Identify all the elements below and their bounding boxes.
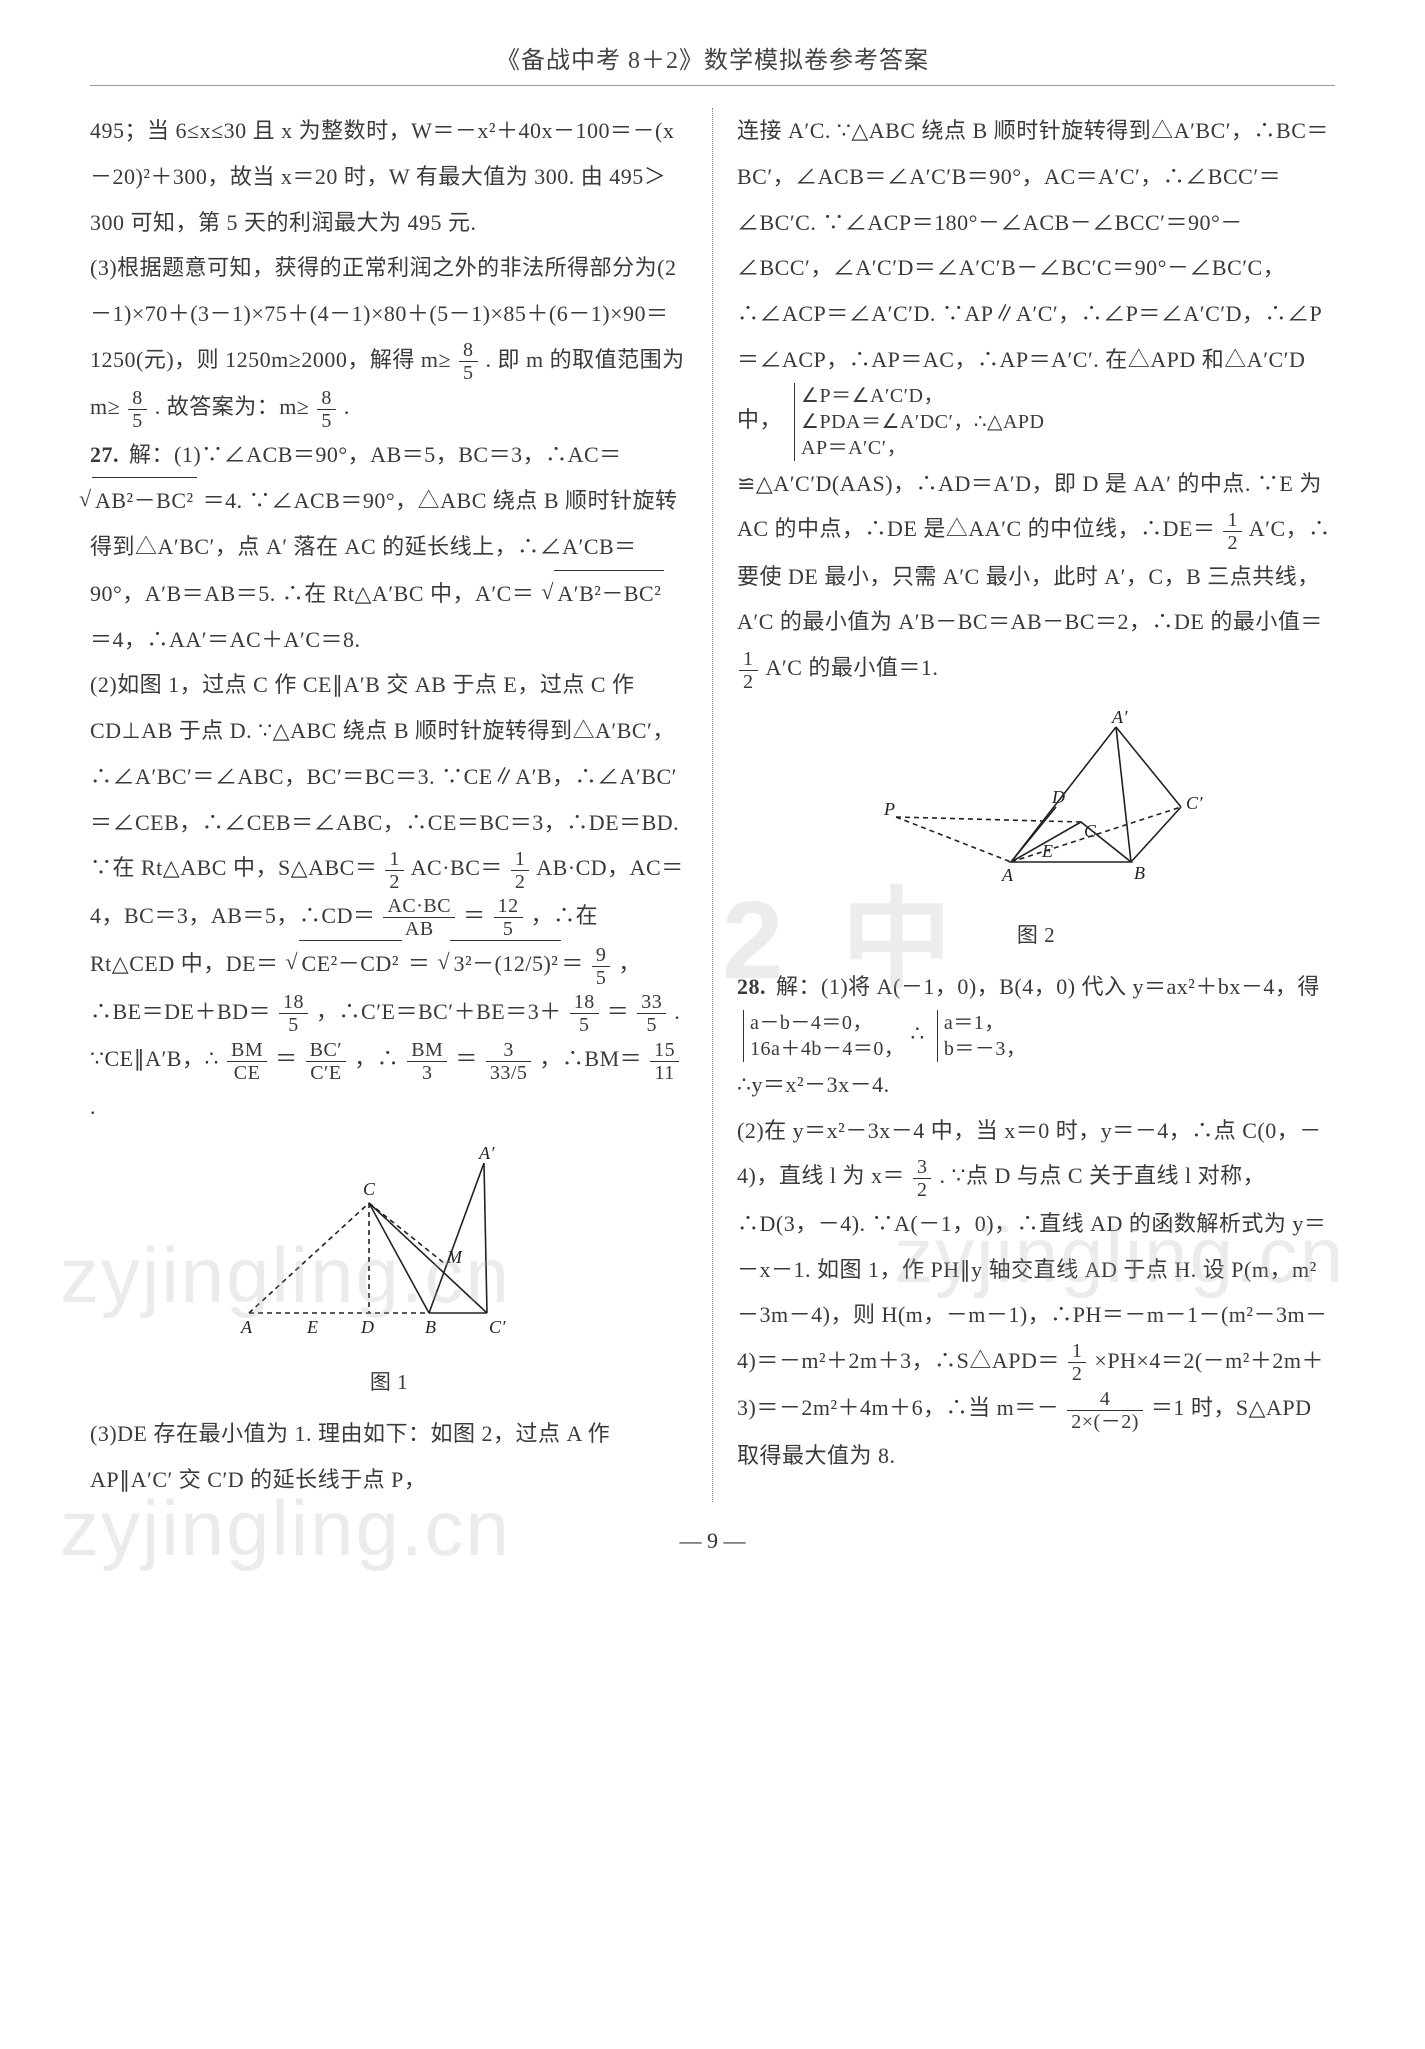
figure-2: P A A′ B C C′ D E 图 2 xyxy=(737,707,1335,958)
body-text: ＝ xyxy=(455,1046,478,1071)
fraction: 42×(－2) xyxy=(1067,1388,1143,1433)
body-text: 解：(1)将 A(－1，0)，B(4，0) 代入 y＝ax²＋bx－4，得 xyxy=(776,974,1320,999)
page-title: 《备战中考 8＋2》数学模拟卷参考答案 xyxy=(90,40,1335,86)
fraction: BMCE xyxy=(227,1039,267,1084)
body-text: . xyxy=(90,1094,96,1119)
fraction: 185 xyxy=(570,991,599,1036)
body-text: ，∴ xyxy=(354,1046,399,1071)
fig-label: A′ xyxy=(1111,707,1128,727)
body-text: 解：(1)∵∠ACB＝90°，AB＝5，BC＝3，∴AC＝ xyxy=(129,442,622,467)
content-columns: 495；当 6≤x≤30 且 x 为整数时，W＝－x²＋40x－100＝－(x－… xyxy=(90,108,1335,1502)
fraction: 12 xyxy=(511,848,530,893)
fraction: 32 xyxy=(913,1156,932,1201)
body-text: AC·BC＝ xyxy=(411,855,503,880)
fig-label: A xyxy=(240,1317,253,1337)
question-number: 27. xyxy=(90,442,119,467)
page-number: — 9 — xyxy=(90,1528,1335,1554)
sqrt: CE²－CD² xyxy=(299,940,402,987)
brace-system: a＝1， b＝－3， xyxy=(937,1010,1027,1062)
fraction: 1511 xyxy=(650,1039,679,1084)
left-column: 495；当 6≤x≤30 且 x 为整数时，W＝－x²＋40x－100＝－(x－… xyxy=(90,108,712,1502)
sqrt: A′B²－BC² xyxy=(554,570,664,617)
right-column: 连接 A′C. ∵△ABC 绕点 B 顺时针旋转得到△A′BC′，∴BC＝BC′… xyxy=(712,108,1335,1502)
figure-2-svg: P A A′ B C C′ D E xyxy=(856,707,1216,897)
fig-label: P xyxy=(883,799,896,819)
fig-label: E xyxy=(306,1317,319,1337)
body-text: ＝ xyxy=(408,951,431,976)
fraction: 12 xyxy=(1068,1340,1087,1385)
body-text: ，∴C′E＝BC′＋BE＝3＋ xyxy=(316,999,562,1024)
fraction: 95 xyxy=(592,944,611,989)
fig-label: D xyxy=(360,1317,375,1337)
body-text: . xyxy=(344,394,350,419)
fig-label: C′ xyxy=(489,1317,507,1337)
body-text: ＝ xyxy=(463,903,486,928)
fig-label: B xyxy=(425,1317,437,1337)
body-text: ＝4，∴AA′＝AC＋A′C＝8. xyxy=(90,627,361,652)
fraction: 335 xyxy=(637,991,666,1036)
fraction: 85 xyxy=(317,387,336,432)
fraction: 125 xyxy=(494,895,523,940)
body-text: . 故答案为：m≥ xyxy=(155,394,310,419)
body-text: . ∵点 D 与点 C 关于直线 l 对称，∴D(3，－4). ∵A(－1，0)… xyxy=(737,1163,1328,1373)
fraction: 12 xyxy=(1223,509,1242,554)
fraction: AC·BCAB xyxy=(383,895,455,940)
body-text: A′C 的最小值＝1. xyxy=(766,655,939,680)
fig-label: C xyxy=(363,1179,376,1199)
fig-label: D xyxy=(1051,787,1066,807)
fraction: 85 xyxy=(128,387,147,432)
sqrt: AB²－BC² xyxy=(92,477,197,524)
fraction: 12 xyxy=(739,648,758,693)
body-text: ∴y＝x²－3x－4. xyxy=(737,1072,890,1097)
fraction: 12 xyxy=(385,848,404,893)
fig-label: C xyxy=(1084,821,1097,841)
figure-1-svg: A A′ B C C′ D E M xyxy=(219,1143,559,1343)
fraction: BM3 xyxy=(407,1039,447,1084)
fig-label: C′ xyxy=(1186,793,1204,813)
question-number: 28. xyxy=(737,974,766,999)
sqrt: 3²－(12/5)² xyxy=(450,940,561,987)
figure-2-caption: 图 2 xyxy=(737,914,1335,958)
page: zyjingling.cn zyjingling.cn zyjingling.c… xyxy=(0,0,1425,1584)
body-text: ，∴BM＝ xyxy=(539,1046,642,1071)
body-text: ＝ xyxy=(607,999,630,1024)
fig-label: A xyxy=(1001,865,1014,885)
fraction: 185 xyxy=(279,991,308,1036)
brace-system: a－b－4＝0， 16a＋4b－4＝0， xyxy=(743,1010,904,1062)
fig-label: A′ xyxy=(478,1143,495,1163)
fraction: 85 xyxy=(459,339,478,384)
fig-label: E xyxy=(1041,841,1054,861)
fig-label: M xyxy=(446,1247,463,1267)
figure-1: A A′ B C C′ D E M 图 1 xyxy=(90,1143,688,1404)
brace-system: ∠P＝∠A′C′D， ∠PDA＝∠A′DC′，∴△APD AP＝A′C′， xyxy=(794,383,1044,461)
figure-1-caption: 图 1 xyxy=(90,1361,688,1405)
fig-label: B xyxy=(1134,863,1146,883)
body-text: (3)DE 存在最小值为 1. 理由如下：如图 2，过点 A 作 AP∥A′C′… xyxy=(90,1421,610,1492)
body-text: ∴ xyxy=(910,1021,925,1046)
body-text: ＝ xyxy=(275,1046,298,1071)
fraction: 333/5 xyxy=(486,1039,532,1084)
body-text: 495；当 6≤x≤30 且 x 为整数时，W＝－x²＋40x－100＝－(x－… xyxy=(90,118,674,235)
fraction: BC′C′E xyxy=(306,1039,347,1084)
